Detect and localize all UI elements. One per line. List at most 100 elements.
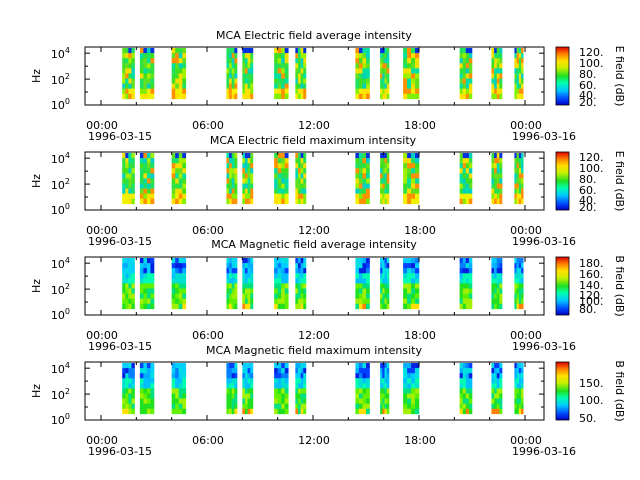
spectrogram-cell	[300, 398, 304, 404]
spectrogram-cell	[415, 368, 420, 374]
spectrogram-cell	[171, 258, 176, 264]
spectrogram-cell	[459, 178, 464, 184]
spectrogram-cell	[182, 278, 187, 284]
spectrogram-cell	[122, 283, 126, 289]
spectrogram-cell	[494, 93, 498, 100]
spectrogram-cell	[122, 168, 126, 174]
spectrogram-cell	[131, 303, 135, 310]
spectrogram-cell	[128, 158, 132, 164]
spectrogram-cell	[274, 83, 278, 89]
spectrogram-cell	[468, 258, 473, 264]
spectrogram-cell	[234, 193, 238, 200]
colorbar: 180. 160. 140. 120. 100. 80. B field (dB…	[555, 255, 626, 317]
spectrogram-cell	[491, 378, 495, 384]
spectrogram-cell	[468, 193, 473, 200]
spectrogram-cell	[494, 88, 498, 95]
spectrogram-cell	[491, 298, 495, 305]
spectrogram-cell	[281, 153, 286, 159]
spectrogram-cell	[366, 83, 370, 89]
spectrogram-cell	[403, 388, 408, 394]
spectrogram-cell	[355, 268, 360, 274]
spectrogram-cell	[386, 88, 390, 95]
spectrogram-cell	[226, 48, 230, 54]
spectrogram-cell	[178, 373, 183, 379]
spectrogram-cell	[380, 73, 383, 79]
spectrogram-cell	[380, 53, 383, 59]
spectrogram-cell	[229, 258, 233, 264]
spectrogram-cell	[297, 198, 301, 205]
spectrogram-cell	[303, 173, 307, 179]
spectrogram-cell	[521, 188, 524, 194]
spectrogram-cell	[171, 288, 176, 294]
spectrogram-cell	[150, 388, 155, 394]
spectrogram-cell	[403, 93, 408, 100]
spectrogram-cell	[521, 363, 524, 369]
spectrogram-cell	[295, 408, 299, 415]
spectrogram-cell	[380, 288, 383, 294]
spectrogram-cell	[175, 93, 180, 100]
spectrogram-cell	[122, 178, 126, 184]
spectrogram-cell	[143, 173, 148, 179]
spectrogram-cell	[303, 68, 307, 74]
spectrogram-cell	[411, 298, 416, 305]
x-tick-label: 06:00	[192, 329, 224, 342]
spectrogram-cell	[122, 53, 126, 59]
spectrogram-cell	[128, 283, 132, 289]
spectrogram-cell	[366, 368, 370, 374]
spectrogram-cell	[277, 78, 282, 84]
spectrogram-cell	[358, 173, 363, 179]
spectrogram-cell	[514, 63, 517, 69]
spectrogram-cell	[284, 283, 289, 289]
spectrogram-cell	[244, 193, 248, 200]
spectrogram-cell	[274, 158, 278, 164]
spectrogram-cell	[122, 268, 126, 274]
spectrogram-cell	[178, 78, 183, 84]
spectrogram-cell	[178, 53, 183, 59]
spectrogram-cell	[171, 93, 176, 100]
spectrogram-cell	[415, 53, 420, 59]
spectrogram-cell	[146, 378, 151, 384]
spectrogram-cell	[303, 63, 307, 69]
spectrogram-cell	[468, 153, 473, 159]
spectrogram-cell	[182, 273, 187, 279]
spectrogram-cell	[366, 158, 370, 164]
spectrogram-cell	[150, 403, 155, 410]
spectrogram-cell	[229, 193, 233, 200]
spectrogram-cell	[143, 78, 148, 84]
spectrogram-cell	[468, 388, 473, 394]
spectrogram-cell	[494, 188, 498, 194]
spectrogram-cell	[234, 93, 238, 100]
spectrogram-cell	[247, 373, 251, 379]
spectrogram-cell	[242, 53, 246, 59]
spectrogram-cell	[143, 183, 148, 189]
spectrogram-cell	[175, 188, 180, 194]
spectrogram-cell	[242, 298, 246, 305]
spectrogram-cell	[362, 73, 367, 79]
spectrogram-cell	[284, 158, 289, 164]
spectrogram-cell	[231, 173, 235, 179]
spectrogram-cell	[514, 93, 517, 100]
spectrogram-cell	[386, 198, 390, 205]
spectrogram-cell	[250, 403, 254, 410]
spectrogram-cell	[491, 408, 495, 415]
spectrogram-cell	[518, 158, 522, 164]
spectrogram-cell	[131, 363, 135, 369]
spectrogram-cell	[415, 83, 420, 89]
spectrogram-cell	[468, 373, 473, 379]
spectrogram-cell	[131, 273, 135, 279]
spectrogram-cell	[171, 63, 176, 69]
spectrogram-cell	[362, 193, 367, 200]
spectrogram-cell	[150, 78, 155, 84]
spectrogram-cell	[281, 268, 286, 274]
spectrogram-cell	[362, 268, 367, 274]
spectrogram-cell	[122, 383, 126, 389]
spectrogram-cell	[274, 363, 278, 369]
spectrogram-cell	[175, 408, 180, 415]
spectrogram-cell	[380, 363, 383, 369]
spectrogram-cell	[277, 258, 282, 264]
spectrogram-cell	[468, 163, 473, 169]
spectrogram-cell	[247, 273, 251, 279]
spectrogram-cell	[516, 403, 520, 410]
spectrogram-cell	[411, 178, 416, 184]
x-tick-label: 00:00	[86, 224, 118, 237]
